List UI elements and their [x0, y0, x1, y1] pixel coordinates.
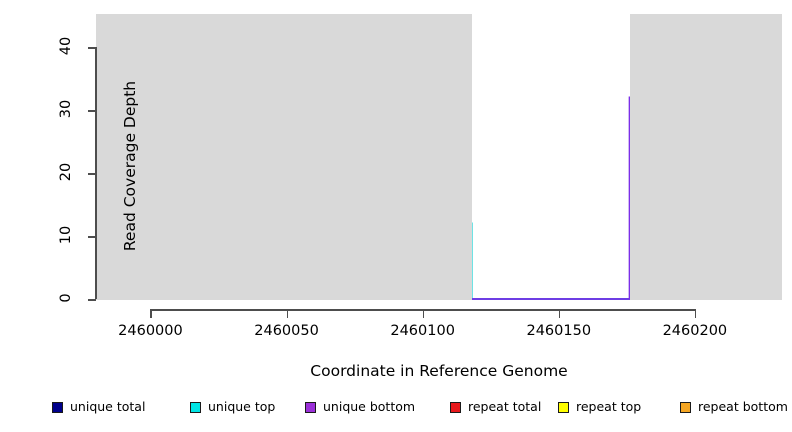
plot-area: 0 10 20 30 40 2460000 2460050 2460100 2460150 246… [58, 14, 782, 380]
y-tick [88, 173, 96, 175]
legend-item-unique-top[interactable]: unique top [190, 398, 275, 416]
y-tick [88, 299, 96, 301]
repeat-region-right [629, 14, 782, 300]
x-tick [694, 309, 697, 318]
legend-swatch-icon [52, 401, 63, 413]
legend-item-repeat-bottom[interactable]: repeat bottom [680, 398, 788, 416]
legend-item-repeat-total[interactable]: repeat total [450, 398, 541, 416]
legend-swatch-icon [558, 401, 569, 413]
legend-swatch-icon [305, 401, 316, 413]
chart-legend: unique total unique top unique bottom repea… [0, 398, 792, 420]
x-tick-label: 2460100 [390, 323, 455, 339]
legend-label: repeat top [576, 398, 642, 414]
legend-label: unique total [70, 398, 146, 414]
x-tick-label: 2460000 [118, 323, 183, 339]
x-tick-label: 2460050 [254, 323, 319, 339]
y-tick-label: 0 [58, 293, 74, 303]
legend-swatch-icon [190, 401, 201, 413]
legend-swatch-icon [450, 401, 461, 413]
legend-item-repeat-top[interactable]: repeat top [558, 398, 641, 416]
x-axis-title: Coordinate in Reference Genome [310, 362, 568, 380]
x-tick-label: 2460200 [662, 323, 728, 339]
repeat-region-left [96, 14, 472, 300]
y-tick [88, 47, 96, 49]
y-tick-label: 30 [58, 99, 74, 119]
y-tick-label: 40 [58, 36, 74, 56]
legend-label: repeat total [468, 398, 542, 414]
legend-item-unique-total[interactable]: unique total [52, 398, 145, 416]
y-tick [88, 110, 96, 112]
y-tick [88, 236, 96, 238]
y-tick-label: 20 [58, 162, 74, 182]
legend-label: repeat bottom [698, 398, 788, 414]
legend-label: unique top [208, 398, 276, 414]
x-tick [286, 309, 289, 318]
y-axis-title: Read Coverage Depth [121, 80, 139, 252]
x-tick-label: 2460150 [526, 323, 592, 339]
legend-item-unique-bottom[interactable]: unique bottom [305, 398, 415, 416]
legend-label: unique bottom [323, 398, 416, 414]
x-tick [422, 309, 425, 318]
legend-swatch-icon [680, 401, 691, 413]
x-tick [558, 309, 561, 318]
y-tick-label: 10 [58, 225, 74, 245]
x-tick [150, 309, 152, 318]
